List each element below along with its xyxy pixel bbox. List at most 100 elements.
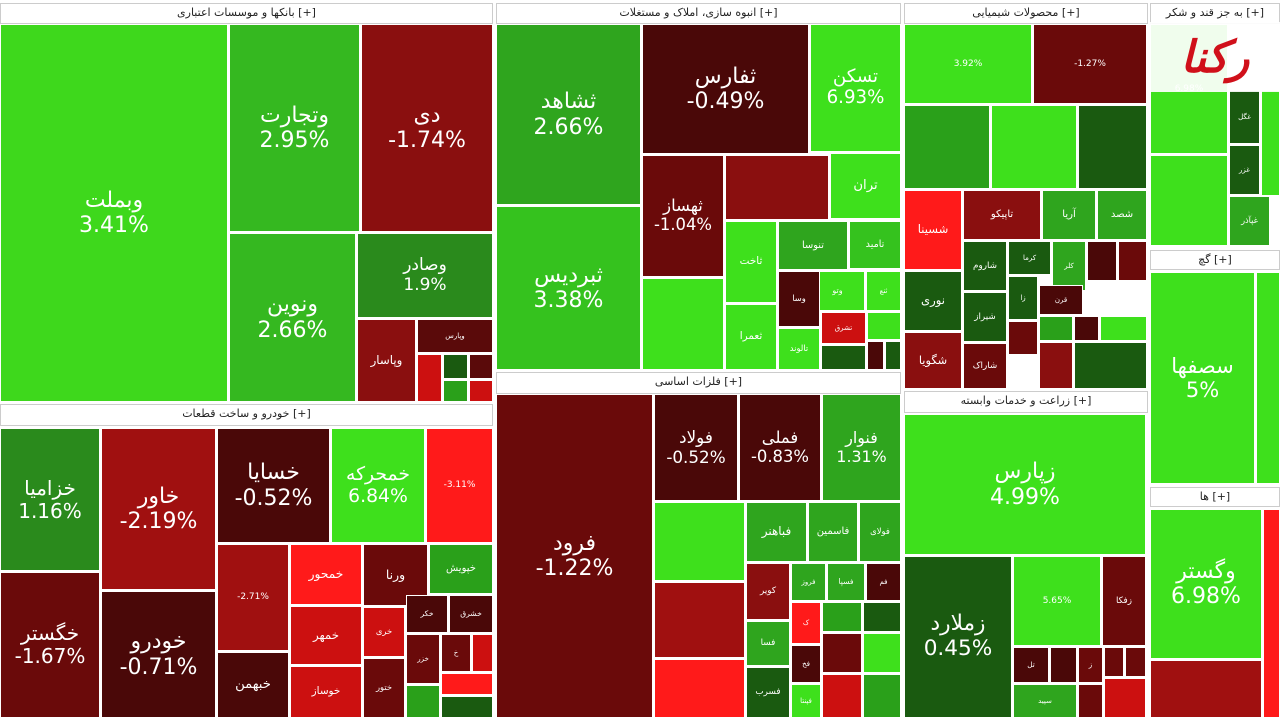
tile[interactable]: فسپا [827, 563, 865, 601]
tile[interactable] [821, 345, 866, 370]
tile[interactable]: ثعمرا [725, 304, 777, 370]
tile[interactable] [1150, 660, 1262, 718]
tile[interactable]: فسرب [746, 667, 790, 718]
tile[interactable]: خکر [406, 595, 448, 633]
sector-header[interactable]: ها [+] [1150, 487, 1280, 507]
tile[interactable]: -2.71% [217, 544, 289, 651]
tile[interactable] [472, 634, 493, 672]
tile[interactable]: فباهنر [746, 502, 807, 562]
tile[interactable]: غگل [1229, 90, 1260, 144]
sector-header[interactable]: انبوه سازی، املاک و مستغلات [+] [496, 3, 901, 24]
tile[interactable] [725, 155, 829, 220]
tile[interactable]: خشرق [449, 595, 493, 633]
tile[interactable] [867, 341, 884, 370]
tile[interactable]: زا [1008, 276, 1038, 320]
tile[interactable]: شاروم [963, 241, 1007, 291]
tile[interactable] [443, 354, 468, 379]
tile[interactable]: تامید [849, 221, 901, 269]
tile[interactable]: ورنا [363, 544, 428, 606]
tile[interactable]: فاسمین [808, 502, 858, 562]
tile[interactable]: ثنع [866, 271, 901, 311]
tile[interactable]: فولاد -0.52% [654, 394, 738, 501]
tile[interactable]: تشرق [821, 312, 866, 344]
tile[interactable]: زفکا [1102, 556, 1146, 646]
tile[interactable] [1125, 647, 1146, 677]
tile[interactable]: غپآذر [1229, 196, 1270, 246]
sector-header[interactable]: فلزات اساسی [+] [496, 372, 901, 394]
tile[interactable]: ثاخت [725, 221, 777, 303]
tile[interactable]: ثفارس -0.49% [642, 24, 809, 154]
tile[interactable]: فم [866, 563, 901, 601]
tile[interactable]: فخ [791, 645, 821, 683]
tile[interactable]: وپارس [417, 319, 493, 353]
tile[interactable] [1078, 105, 1147, 189]
sector-header[interactable]: زراعت و خدمات وابسته [+] [904, 391, 1148, 413]
tile[interactable]: تران [830, 153, 901, 219]
tile[interactable] [469, 354, 493, 379]
tile[interactable]: خمحرکه 6.84% [331, 428, 425, 543]
tile[interactable] [1104, 647, 1124, 677]
tile[interactable]: خوساز [290, 666, 362, 718]
tile[interactable]: خزر [406, 634, 440, 684]
tile[interactable]: تنوسا [778, 221, 848, 270]
tile[interactable]: فرود -1.22% [496, 394, 653, 718]
tile[interactable] [654, 502, 745, 581]
tile[interactable]: خگستر -1.67% [0, 572, 100, 718]
tile[interactable] [1261, 90, 1280, 196]
tile[interactable] [443, 380, 468, 402]
tile[interactable]: وگستر 6.98% [1150, 509, 1262, 659]
tile[interactable]: خپویش [429, 544, 493, 594]
sector-header[interactable]: گچ [+] [1150, 250, 1280, 270]
tile[interactable] [1050, 647, 1077, 683]
tile[interactable]: 5.65% [1013, 556, 1101, 646]
tile[interactable]: وبملت 3.41% [0, 24, 228, 402]
tile[interactable]: غزر [1229, 145, 1260, 195]
tile[interactable]: ختور [363, 658, 405, 718]
tile[interactable]: -3.11% [426, 428, 493, 543]
tile[interactable]: ثشاهد 2.66% [496, 24, 641, 205]
tile[interactable]: فروز [791, 563, 826, 601]
tile[interactable] [654, 659, 745, 718]
tile[interactable] [441, 696, 493, 718]
tile[interactable]: دی -1.74% [361, 24, 493, 232]
tile[interactable]: ونوین 2.66% [229, 233, 356, 402]
tile[interactable]: ثهساز -1.04% [642, 155, 724, 277]
tile[interactable] [885, 341, 901, 370]
tile[interactable]: شصد [1097, 190, 1147, 240]
tile[interactable]: تالوند [778, 328, 820, 370]
sector-header[interactable]: به جز قند و شکر [+] [1150, 3, 1280, 24]
tile[interactable]: زملارد 0.45% [904, 556, 1012, 718]
tile[interactable] [1078, 684, 1103, 718]
tile[interactable] [1263, 509, 1280, 718]
tile[interactable] [822, 633, 862, 673]
tile[interactable]: شسینا [904, 190, 962, 270]
tile[interactable]: آریا [1042, 190, 1096, 240]
tile[interactable]: خودرو -0.71% [101, 591, 216, 718]
tile[interactable]: خبهمن [217, 652, 289, 718]
tile[interactable]: فولای [859, 502, 901, 562]
tile[interactable]: کرما [1008, 241, 1051, 275]
tile[interactable]: فملی -0.83% [739, 394, 821, 501]
tile[interactable]: شیراز [963, 292, 1007, 342]
tile[interactable] [904, 105, 990, 189]
tile[interactable] [863, 633, 901, 673]
tile[interactable] [1039, 316, 1073, 341]
tile[interactable] [1074, 316, 1099, 341]
tile[interactable] [1104, 678, 1146, 718]
tile[interactable] [1256, 272, 1280, 484]
tile[interactable] [1008, 321, 1038, 355]
tile[interactable]: -1.27% [1033, 24, 1147, 104]
sector-header[interactable]: محصولات شیمیایی [+] [904, 3, 1148, 24]
tile[interactable] [1039, 342, 1073, 389]
tile[interactable] [654, 582, 745, 658]
tile[interactable] [1074, 342, 1147, 389]
tile[interactable] [1118, 241, 1147, 281]
tile[interactable]: 3.92% [904, 24, 1032, 104]
tile[interactable]: شگویا [904, 332, 962, 389]
tile[interactable]: خزامیا 1.16% [0, 428, 100, 571]
tile[interactable]: قرن [1039, 285, 1083, 315]
tile[interactable] [441, 673, 493, 695]
tile[interactable]: وسا [778, 271, 820, 327]
tile[interactable]: سصفها 5% [1150, 272, 1255, 484]
tile[interactable] [642, 278, 724, 370]
